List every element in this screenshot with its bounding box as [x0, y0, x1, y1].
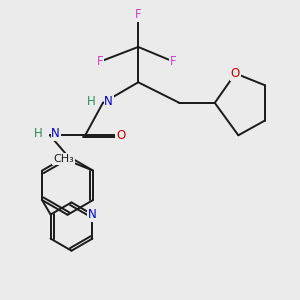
Text: F: F	[170, 55, 177, 68]
Text: N: N	[51, 127, 60, 140]
Text: N: N	[104, 95, 113, 108]
Text: O: O	[231, 67, 240, 80]
Text: CH₃: CH₃	[53, 154, 74, 164]
Text: H: H	[34, 127, 43, 140]
Text: F: F	[135, 8, 142, 21]
Text: H: H	[87, 95, 95, 108]
Text: F: F	[97, 55, 103, 68]
Text: O: O	[116, 129, 125, 142]
Text: N: N	[88, 208, 97, 221]
